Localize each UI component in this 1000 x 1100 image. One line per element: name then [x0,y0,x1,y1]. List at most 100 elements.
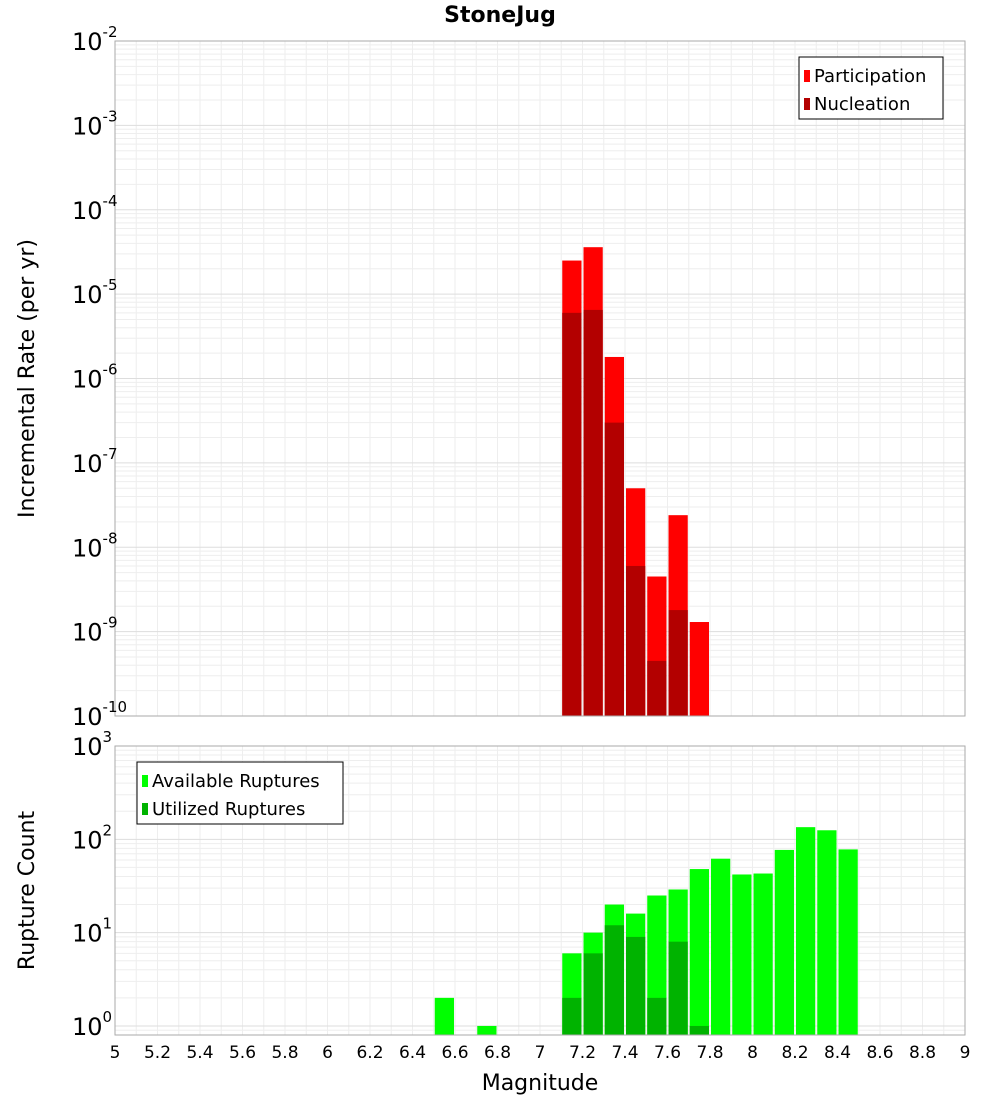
y-tick-label: 10-5 [72,276,118,309]
y-tick-exponent: -4 [103,192,118,210]
x-tick-label: 7.6 [654,1043,681,1063]
bar-overlay-7-15 [562,997,582,1035]
x-tick-label: 6 [322,1043,333,1063]
bar-8-15 [774,849,794,1035]
x-tick-label: 8.4 [824,1043,851,1063]
y-tick-label: 10-6 [72,361,118,394]
top-bars [562,247,709,716]
x-tick-label: 6.8 [484,1043,511,1063]
y-tick-label: 10-10 [72,698,127,731]
bottom-plot-frame [114,745,966,1036]
y-tick-base: 10 [72,450,103,478]
legend-label: Participation [814,66,926,87]
y-tick-base: 10 [72,703,103,731]
x-tick-label: 6.4 [399,1043,426,1063]
bar-overlay-7-65 [668,941,688,1035]
y-tick-label: 101 [72,915,112,948]
x-tick-label: 7.2 [569,1043,596,1063]
bar-8-45 [838,849,858,1035]
bar-6-75 [477,1025,497,1035]
bottom-y-axis-label: Rupture Count [15,811,40,971]
bar-7-75 [689,869,709,1035]
bar-7-75 [689,622,709,716]
top-plot-frame [114,40,966,717]
y-tick-exponent: -5 [103,276,118,294]
y-tick-exponent: -8 [103,529,118,547]
top-legend: Participation Nucleation [798,56,944,120]
top-y-axis-label: Incremental Rate (per yr) [15,239,40,518]
x-tick-label: 7 [535,1043,546,1063]
y-tick-exponent: 0 [103,1008,113,1026]
bar-overlay-7-45 [626,565,646,716]
x-tick-label: 5.8 [271,1043,298,1063]
bar-7-85 [711,858,731,1035]
bar-overlay-7-65 [668,610,688,716]
x-tick-label: 5 [110,1043,121,1063]
y-tick-exponent: 2 [103,821,113,839]
bar-overlay-7-25 [583,309,603,716]
x-tick-label: 5.6 [229,1043,256,1063]
y-tick-label: 10-7 [72,445,118,478]
legend-swatch [142,803,148,815]
legend-swatch [804,70,810,82]
x-tick-label: 5.4 [186,1043,213,1063]
bar-8-05 [753,873,773,1035]
bar-overlay-7-35 [604,925,624,1035]
legend-swatch [804,98,810,110]
legend-label: Utilized Ruptures [152,799,305,820]
bar-overlay-7-55 [647,997,667,1035]
y-tick-exponent: -10 [103,698,128,716]
y-tick-base: 10 [72,733,103,761]
y-tick-base: 10 [72,197,103,225]
y-tick-label: 10-2 [72,23,118,56]
bar-overlay-7-75 [689,1025,709,1035]
y-tick-label: 102 [72,821,112,854]
y-tick-base: 10 [72,112,103,140]
legend-box [798,56,944,120]
y-tick-label: 10-9 [72,614,118,647]
bar-overlay-7-55 [647,660,667,716]
x-tick-label: 6.6 [441,1043,468,1063]
y-tick-exponent: -9 [103,614,118,632]
y-tick-base: 10 [72,28,103,56]
y-tick-label: 10-4 [72,192,118,225]
y-tick-exponent: 3 [103,728,113,746]
x-tick-label: 8 [747,1043,758,1063]
x-tick-label: 7.4 [611,1043,638,1063]
y-tick-base: 10 [72,826,103,854]
x-ticks: 5 5.2 5.4 5.6 5.8 6 6.2 6.4 6.6 6.8 7 7.2 7.4 7.6 7.8 8… [110,1043,971,1063]
legend-box [136,761,344,825]
bar-8-25 [796,827,816,1035]
y-tick-base: 10 [72,1013,103,1041]
legend-label: Nucleation [814,94,910,115]
bottom-legend: Available Ruptures Utilized Ruptures [136,761,344,825]
x-axis-label: Magnitude [482,1071,599,1096]
y-tick-base: 10 [72,534,103,562]
bar-6-55 [434,997,454,1035]
y-tick-exponent: -3 [103,107,118,125]
bar-overlay-7-45 [626,936,646,1035]
y-tick-exponent: 1 [103,915,113,933]
x-tick-label: 8.2 [781,1043,808,1063]
bar-8-35 [817,830,837,1035]
legend-swatch [142,775,148,787]
bottom-bars [434,827,858,1035]
y-tick-base: 10 [72,366,103,394]
bar-overlay-7-15 [562,312,582,716]
x-tick-label: 9 [960,1043,971,1063]
y-tick-base: 10 [72,619,103,647]
legend-label: Available Ruptures [152,771,320,792]
x-tick-label: 5.2 [144,1043,171,1063]
y-tick-label: 100 [72,1008,112,1041]
y-tick-label: 10-8 [72,529,118,562]
bar-7-95 [732,874,752,1035]
top-grid [114,40,966,717]
y-tick-label: 10-3 [72,107,118,140]
x-tick-label: 8.8 [909,1043,936,1063]
y-tick-base: 10 [72,920,103,948]
